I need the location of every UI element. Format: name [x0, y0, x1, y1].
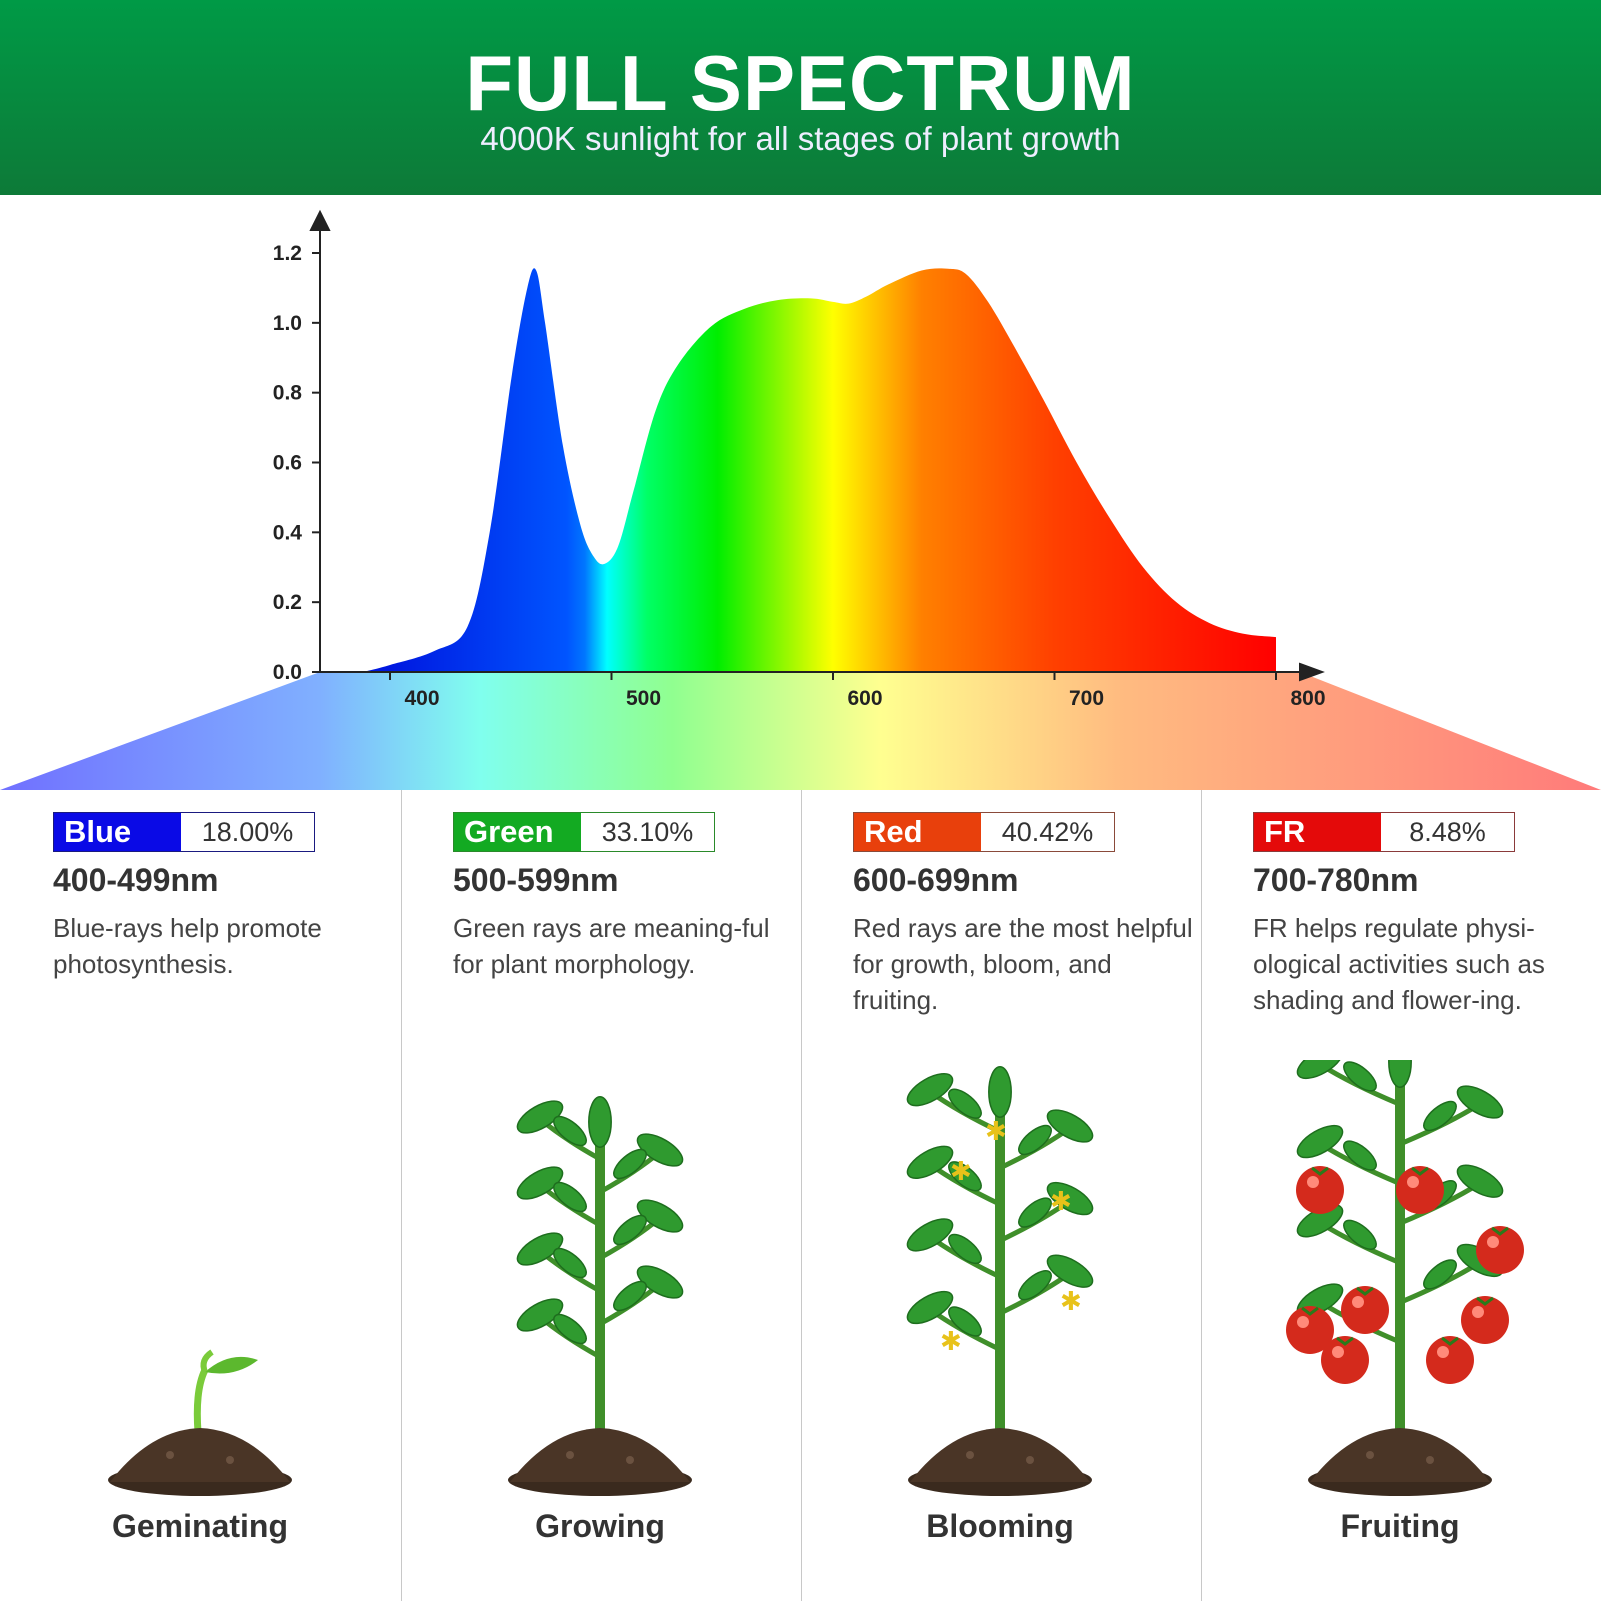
plant-illustration	[108, 1349, 292, 1496]
svg-text:✱: ✱	[950, 1156, 972, 1186]
y-tick-label: 0.4	[273, 521, 303, 544]
band-description: Red rays are the most helpful for growth…	[853, 913, 1193, 1015]
y-tick-label: 1.2	[273, 242, 302, 265]
spectrum-chart: 400 500 600 700 800 0.0 0.2 0.4 0.6 0.8 1.0 1.2	[0, 209, 1601, 790]
band-name: Blue	[54, 813, 181, 851]
column-divider	[1201, 790, 1202, 1601]
band-name: FR	[1254, 813, 1381, 851]
plant-illustration	[508, 1096, 692, 1496]
band-description: FR helps regulate physi-ological activit…	[1253, 913, 1545, 1015]
growth-stage-label: Geminating	[111, 1508, 288, 1544]
band-badge: Blue 18.00%	[53, 812, 315, 852]
band-range: 700-780nm	[1253, 862, 1419, 898]
growth-stage-label: Blooming	[926, 1508, 1074, 1544]
x-tick-label: 700	[1069, 687, 1104, 710]
spectrum-area	[363, 268, 1276, 672]
y-tick-label: 1.0	[273, 312, 302, 335]
band-badge: Red 40.42%	[853, 812, 1115, 852]
band-percent: 8.48%	[1381, 813, 1514, 851]
header-banner: FULL SPECTRUM 4000K sunlight for all sta…	[0, 0, 1601, 195]
x-tick-label: 500	[626, 687, 661, 710]
svg-text:✱: ✱	[985, 1116, 1007, 1146]
band-description: Green rays are meaning-ful for plant mor…	[453, 913, 770, 979]
x-tick-label: 400	[404, 687, 439, 710]
band-badge: FR 8.48%	[1253, 812, 1515, 852]
band-range: 600-699nm	[853, 862, 1019, 898]
band-column-blue: Blue 18.00% 400-499nm Blue-rays help pro…	[0, 790, 400, 1601]
page-title: FULL SPECTRUM	[465, 39, 1136, 127]
growth-stage-label: Growing	[535, 1508, 665, 1544]
band-percent: 33.10%	[581, 813, 714, 851]
band-column-red: Red 40.42% 600-699nm Red rays are the mo…	[800, 790, 1200, 1601]
band-description: Blue-rays help promote photosynthesis.	[53, 913, 322, 979]
y-tick-label: 0.2	[273, 591, 302, 614]
y-tick-label: 0.8	[273, 382, 303, 405]
plant-illustration: ✱ ✱ ✱ ✱ ✱	[906, 1066, 1094, 1496]
x-tick-label: 800	[1290, 687, 1325, 710]
band-range: 400-499nm	[53, 862, 219, 898]
band-range: 500-599nm	[453, 862, 619, 898]
column-divider	[801, 790, 802, 1601]
spectrum-fan	[0, 672, 1601, 790]
band-percent: 40.42%	[981, 813, 1114, 851]
band-name: Green	[454, 813, 581, 851]
svg-text:✱: ✱	[940, 1326, 962, 1356]
column-divider	[401, 790, 402, 1601]
band-name: Red	[854, 813, 981, 851]
page-subtitle: 4000K sunlight for all stages of plant g…	[480, 120, 1121, 157]
band-column-green: Green 33.10% 500-599nm Green rays are me…	[400, 790, 800, 1601]
y-tick-label: 0.6	[273, 452, 302, 475]
axes	[309, 209, 1325, 682]
band-badge: Green 33.10%	[453, 812, 715, 852]
svg-text:✱: ✱	[1060, 1286, 1082, 1316]
svg-text:✱: ✱	[1050, 1186, 1072, 1216]
x-tick-label: 600	[847, 687, 882, 710]
plant-illustration	[1286, 1060, 1524, 1496]
y-tick-label: 0.0	[273, 661, 302, 684]
growth-stage-label: Fruiting	[1340, 1508, 1460, 1544]
band-column-fr: FR 8.48% 700-780nm FR helps regulate phy…	[1200, 790, 1600, 1601]
band-percent: 18.00%	[181, 813, 314, 851]
